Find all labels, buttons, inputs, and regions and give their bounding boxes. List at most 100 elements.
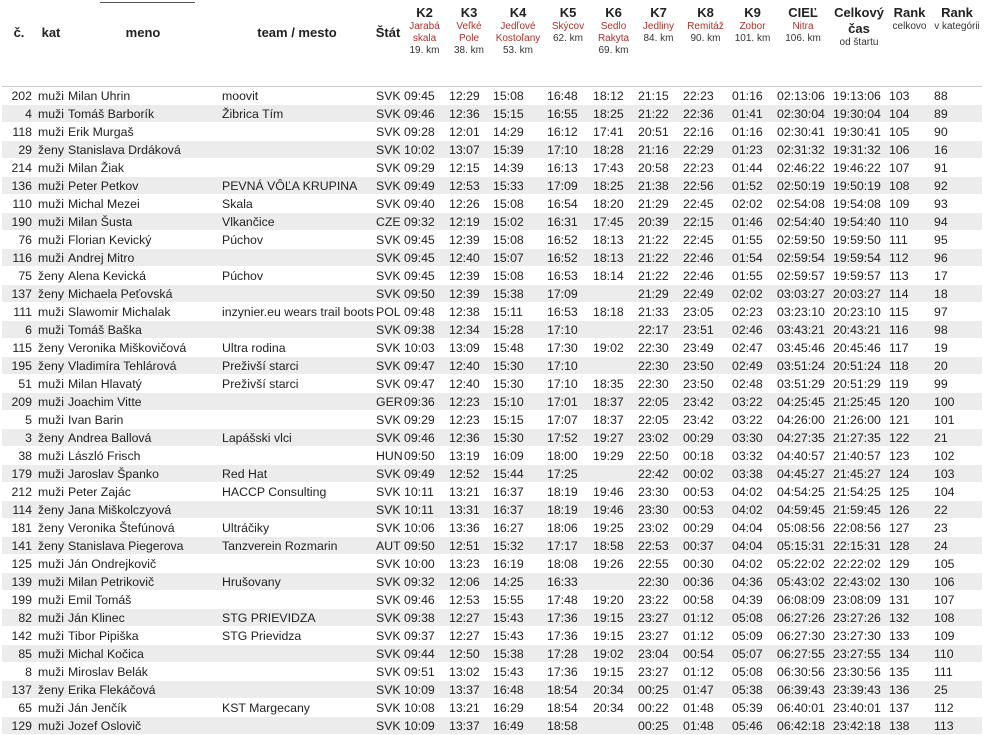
cell: 15:08: [491, 230, 545, 249]
cell: 09:28: [402, 122, 447, 141]
column-note: 90. km: [690, 33, 721, 44]
result-row: 75 ženy Alena Kevická Púchov SVK 09:45 12:39 15…: [2, 266, 982, 285]
cell: 22: [932, 500, 982, 519]
cell: muži: [36, 626, 66, 645]
scroll-indicator: [100, 2, 195, 3]
cell: 00:29: [681, 518, 730, 537]
cell: Stanislava Piegerova: [66, 536, 220, 555]
cell: muži: [36, 554, 66, 573]
cell: 22:30: [636, 374, 681, 393]
cell: 22:53: [636, 536, 681, 555]
result-row: 141 ženy Stanislava Piegerova Tanzverein Ro…: [2, 536, 982, 555]
cell: 118: [2, 122, 36, 141]
cell: 15:43: [491, 626, 545, 645]
cell: muži: [36, 158, 66, 177]
cell: 02:30:04: [775, 104, 831, 123]
cell: 17:01: [545, 392, 591, 411]
cell: 21:27:35: [831, 428, 887, 447]
result-row: 4 muži Tomáš Barborík Žibrica Tím SVK 09:46 12…: [2, 104, 982, 123]
cell: 15:07: [491, 248, 545, 267]
result-row: 51 muži Milan Hlavatý Preživší starci SVK 09:…: [2, 374, 982, 393]
cell: 16:48: [545, 86, 591, 105]
cell: 22:56: [681, 176, 730, 195]
cell: [220, 284, 374, 303]
cell: muži: [36, 644, 66, 663]
column-title: Štát: [375, 25, 401, 40]
cell: László Frisch: [66, 446, 220, 465]
cell: Miroslav Belák: [66, 662, 220, 681]
cell: 00:58: [681, 590, 730, 609]
cell: 18: [932, 284, 982, 303]
cell: SVK: [374, 320, 402, 339]
cell: 22:36: [681, 104, 730, 123]
result-row: 136 muži Peter Petkov PEVNÁ VÔĽA KRUPINA SVK…: [2, 176, 982, 195]
cell: 03:38: [730, 464, 775, 483]
cell: Hrušovany: [220, 572, 374, 591]
cell: 12:40: [447, 356, 491, 375]
cell: 19:46:22: [831, 158, 887, 177]
cell: Milan Žiak: [66, 158, 220, 177]
result-row: 76 muži Florian Kevický Púchov SVK 09:45 12:39…: [2, 230, 982, 249]
cell: 09:49: [402, 176, 447, 195]
cell: SVK: [374, 284, 402, 303]
cell: SVK: [374, 680, 402, 699]
cell: 21: [932, 428, 982, 447]
cell: 09:40: [402, 194, 447, 213]
column-header: K8 Remitáž 90. km: [681, 4, 730, 87]
column-header: č.: [2, 4, 36, 87]
cell: 65: [2, 698, 36, 717]
cell: 19:46: [591, 482, 636, 501]
cell: 00:18: [681, 446, 730, 465]
cell: 12:40: [447, 248, 491, 267]
cell: 12:27: [447, 608, 491, 627]
cell: 04:25:45: [775, 392, 831, 411]
cell: 17:10: [545, 320, 591, 339]
cell: 25: [932, 680, 982, 699]
cell: 109: [887, 194, 932, 213]
cell: 75: [2, 266, 36, 285]
cell: 04:04: [730, 518, 775, 537]
cell: 19:15: [591, 662, 636, 681]
cell: 108: [887, 176, 932, 195]
cell: 21:15: [636, 86, 681, 105]
cell: 00:22: [636, 698, 681, 717]
cell: 82: [2, 608, 36, 627]
cell: 09:29: [402, 410, 447, 429]
cell: 22:43:02: [831, 572, 887, 591]
cell: 137: [887, 698, 932, 717]
cell: 01:16: [730, 86, 775, 105]
cell: 12:38: [447, 302, 491, 321]
cell: Veronika Miškovičová: [66, 338, 220, 357]
cell: 21:45:27: [831, 464, 887, 483]
cell: SVK: [374, 248, 402, 267]
cell: 04:59:45: [775, 500, 831, 519]
cell: SVK: [374, 410, 402, 429]
cell: 16:12: [545, 122, 591, 141]
cell: 21:40:57: [831, 446, 887, 465]
cell: 29: [2, 140, 36, 159]
cell: 19:02: [591, 338, 636, 357]
cell: 02:54:08: [775, 194, 831, 213]
cell: 02:31:32: [775, 140, 831, 159]
cell: 02:23: [730, 302, 775, 321]
column-title: Celkový čas: [834, 5, 884, 36]
column-note: 53. km: [502, 45, 533, 56]
cell: 01:48: [681, 698, 730, 717]
cell: 5: [2, 410, 36, 429]
result-row: 115 ženy Veronika Miškovičová Ultra rodina S…: [2, 338, 982, 357]
cell: 89: [932, 104, 982, 123]
cell: 09:45: [402, 86, 447, 105]
cell: 01:54: [730, 248, 775, 267]
cell: 19:59:50: [831, 230, 887, 249]
cell: Stanislava Drdáková: [66, 140, 220, 159]
cell: Vladimíra Tehlárová: [66, 356, 220, 375]
cell: 18:54: [545, 680, 591, 699]
cell: 12:39: [447, 266, 491, 285]
cell: muži: [36, 590, 66, 609]
column-title: K7: [650, 5, 667, 20]
cell: 16:37: [491, 482, 545, 501]
cell: 09:50: [402, 446, 447, 465]
cell: 20:51: [636, 122, 681, 141]
cell: 129: [2, 716, 36, 735]
